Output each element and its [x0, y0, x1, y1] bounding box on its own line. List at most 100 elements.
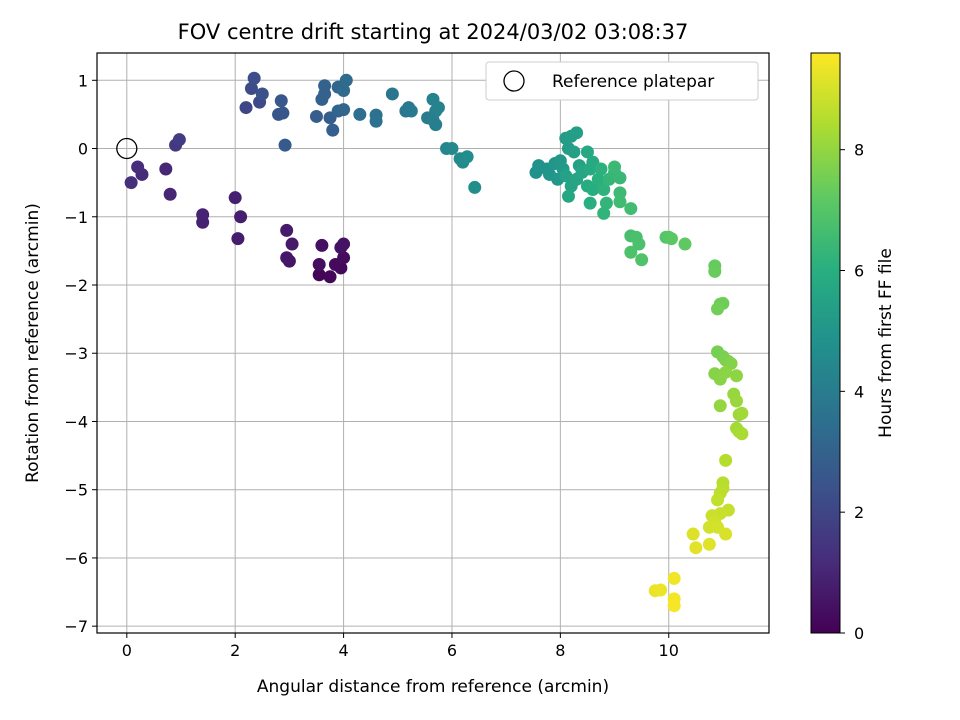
data-point [635, 253, 649, 267]
data-point [159, 162, 173, 176]
colorbar: 0 2 4 6 8 Hours from first FF file [810, 52, 896, 643]
data-point [369, 108, 383, 122]
data-point [632, 237, 646, 251]
data-point [678, 237, 692, 251]
colorbar-tick-label: 4 [854, 382, 864, 401]
x-tick-label: 8 [555, 641, 565, 660]
data-point [468, 180, 482, 194]
data-point [278, 138, 292, 152]
x-tick-label: 2 [230, 641, 240, 660]
data-point [385, 87, 399, 101]
data-point [729, 394, 743, 408]
data-point [608, 160, 622, 174]
data-point [719, 453, 733, 467]
data-point [567, 145, 581, 159]
data-point [309, 109, 323, 123]
x-tick-label: 0 [122, 641, 132, 660]
y-axis-label: Rotation from reference (arcmin) [23, 203, 43, 483]
data-point [735, 427, 749, 441]
data-point [353, 107, 367, 121]
data-point [689, 541, 703, 555]
data-point [234, 210, 248, 224]
data-point [586, 182, 600, 196]
data-point [228, 191, 242, 205]
colorbar-tick-label: 6 [854, 262, 864, 281]
data-point [591, 172, 605, 186]
data-point [196, 208, 210, 222]
y-tick-label: −2 [64, 276, 88, 295]
data-point [323, 270, 337, 284]
data-point [280, 223, 294, 237]
colorbar-gradient [810, 52, 841, 634]
data-point [244, 81, 258, 95]
data-point [702, 537, 716, 551]
data-point [624, 202, 638, 216]
data-point [594, 162, 608, 176]
legend-box [485, 61, 759, 101]
data-point [460, 150, 474, 164]
data-point [312, 258, 326, 272]
y-tick-label: −7 [64, 617, 88, 636]
data-point [729, 369, 743, 383]
data-point [339, 73, 353, 87]
data-point [131, 160, 145, 174]
y-tick-label: −3 [64, 344, 88, 363]
data-point [654, 583, 668, 597]
y-tick-label: 0 [78, 140, 88, 159]
data-point [708, 264, 722, 278]
colorbar-tick-label: 0 [854, 624, 864, 643]
data-point [686, 527, 700, 541]
data-point [429, 118, 443, 132]
data-point [426, 92, 440, 106]
colorbar-tick-label: 2 [854, 503, 864, 522]
data-point [580, 145, 594, 159]
data-point [713, 399, 727, 413]
x-axis-label: Angular distance from reference (arcmin) [257, 677, 609, 697]
data-point [274, 94, 288, 108]
reference-platepar-marker [116, 137, 138, 160]
y-tick-label: −6 [64, 549, 88, 568]
data-point [239, 101, 253, 115]
plot-area-frame [96, 52, 770, 634]
data-point [337, 103, 351, 117]
data-point [624, 245, 638, 259]
data-point [599, 196, 613, 210]
data-point [664, 232, 678, 246]
data-point [124, 176, 138, 190]
data-point [247, 71, 261, 85]
x-axis-ticks: 0 2 4 6 8 10 [122, 633, 679, 660]
data-point [583, 196, 597, 210]
data-point [613, 195, 627, 209]
data-point [735, 406, 749, 420]
data-point [445, 142, 459, 156]
data-point [404, 104, 418, 118]
legend: Reference platepar [485, 61, 759, 101]
data-point [561, 189, 575, 203]
data-point [719, 365, 733, 379]
data-point [719, 527, 733, 541]
colorbar-label: Hours from first FF file [876, 248, 896, 438]
data-point [711, 493, 725, 507]
data-point [570, 126, 584, 140]
x-tick-label: 6 [447, 641, 457, 660]
data-point [326, 123, 340, 137]
colorbar-tick-label: 8 [854, 141, 864, 160]
data-point [337, 237, 351, 251]
data-point [337, 84, 351, 98]
data-point [285, 237, 299, 251]
data-point [280, 251, 294, 265]
data-point [312, 268, 326, 282]
data-point [711, 302, 725, 316]
y-tick-label: −4 [64, 412, 88, 431]
colorbar-ticks: 0 2 4 6 8 [840, 141, 864, 643]
data-point [667, 571, 681, 585]
data-point [597, 182, 611, 196]
x-tick-label: 4 [338, 641, 348, 660]
data-point [276, 106, 290, 120]
grid-lines [97, 53, 769, 633]
data-points [116, 71, 749, 613]
y-tick-label: −5 [64, 481, 88, 500]
data-point [667, 599, 681, 613]
data-point [318, 79, 332, 93]
